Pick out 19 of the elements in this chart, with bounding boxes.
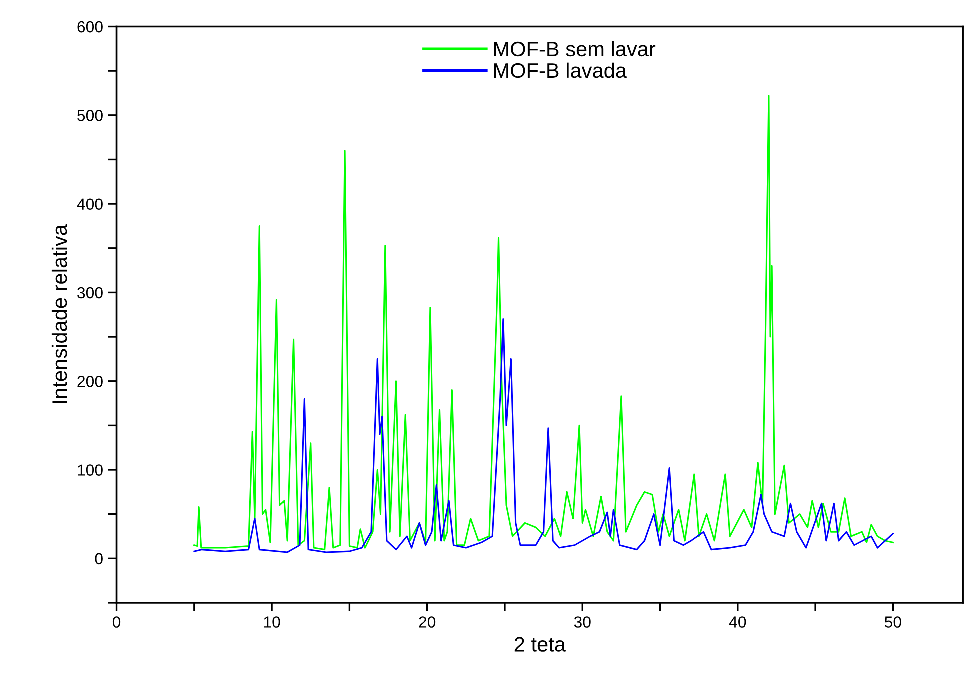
y-tick-label: 0 (95, 553, 103, 565)
legend-label: MOF-B lavada (494, 62, 627, 78)
x-tick-label: 10 (264, 616, 280, 628)
x-tick-label: 50 (884, 616, 902, 628)
y-axis-title: Intensidade relativa (52, 224, 68, 404)
x-tick-label: 20 (419, 616, 436, 628)
legend-label: MOF-B sem lavar (494, 41, 656, 57)
y-tick-label: 200 (78, 376, 103, 388)
x-tick-label: 40 (729, 616, 746, 628)
x-axis-title: 2 teta (514, 637, 566, 652)
line-series (194, 318, 894, 554)
line-series (194, 95, 894, 551)
y-tick-label: 600 (78, 21, 103, 33)
y-tick-label: 400 (77, 198, 103, 210)
y-tick-label: 100 (78, 464, 103, 476)
y-tick-label: 500 (78, 110, 103, 122)
x-tick-label: 0 (112, 616, 121, 628)
y-tick-label: 300 (78, 287, 103, 299)
x-tick-label: 30 (574, 616, 591, 628)
